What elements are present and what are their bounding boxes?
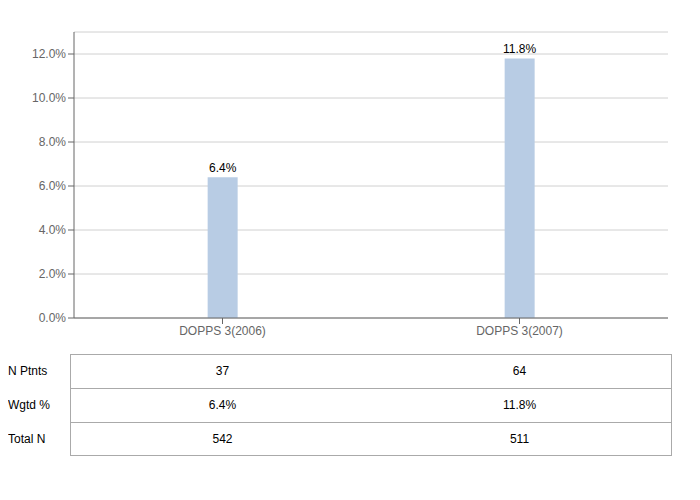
svg-text:4.0%: 4.0% xyxy=(39,223,67,237)
svg-text:12.0%: 12.0% xyxy=(32,47,66,61)
html-text:64: 64 xyxy=(512,364,527,378)
svg-text:6.4%: 6.4% xyxy=(209,161,237,175)
svg-text:10.0%: 10.0% xyxy=(32,91,66,105)
html-text:6.4%: 6.4% xyxy=(208,398,237,412)
svg-text:DOPPS 3(2006): DOPPS 3(2006) xyxy=(179,324,266,338)
svg-text:DOPPS 3(2007): DOPPS 3(2007) xyxy=(476,324,563,338)
svg-text:2.0%: 2.0% xyxy=(39,267,67,281)
html-text:542: 542 xyxy=(212,432,233,446)
html-text:37: 37 xyxy=(215,364,230,378)
html-text:Wgtd %: Wgtd % xyxy=(8,398,50,412)
html-text:Total N: Total N xyxy=(8,432,46,446)
html-text:11.8%: 11.8% xyxy=(502,398,537,412)
html-text:N Ptnts: N Ptnts xyxy=(8,364,48,378)
svg-text:6.0%: 6.0% xyxy=(39,179,67,193)
svg-text:0.0%: 0.0% xyxy=(39,311,67,325)
svg-text:11.8%: 11.8% xyxy=(503,42,536,56)
html-text:511: 511 xyxy=(509,432,530,446)
svg-text:8.0%: 8.0% xyxy=(39,135,67,149)
